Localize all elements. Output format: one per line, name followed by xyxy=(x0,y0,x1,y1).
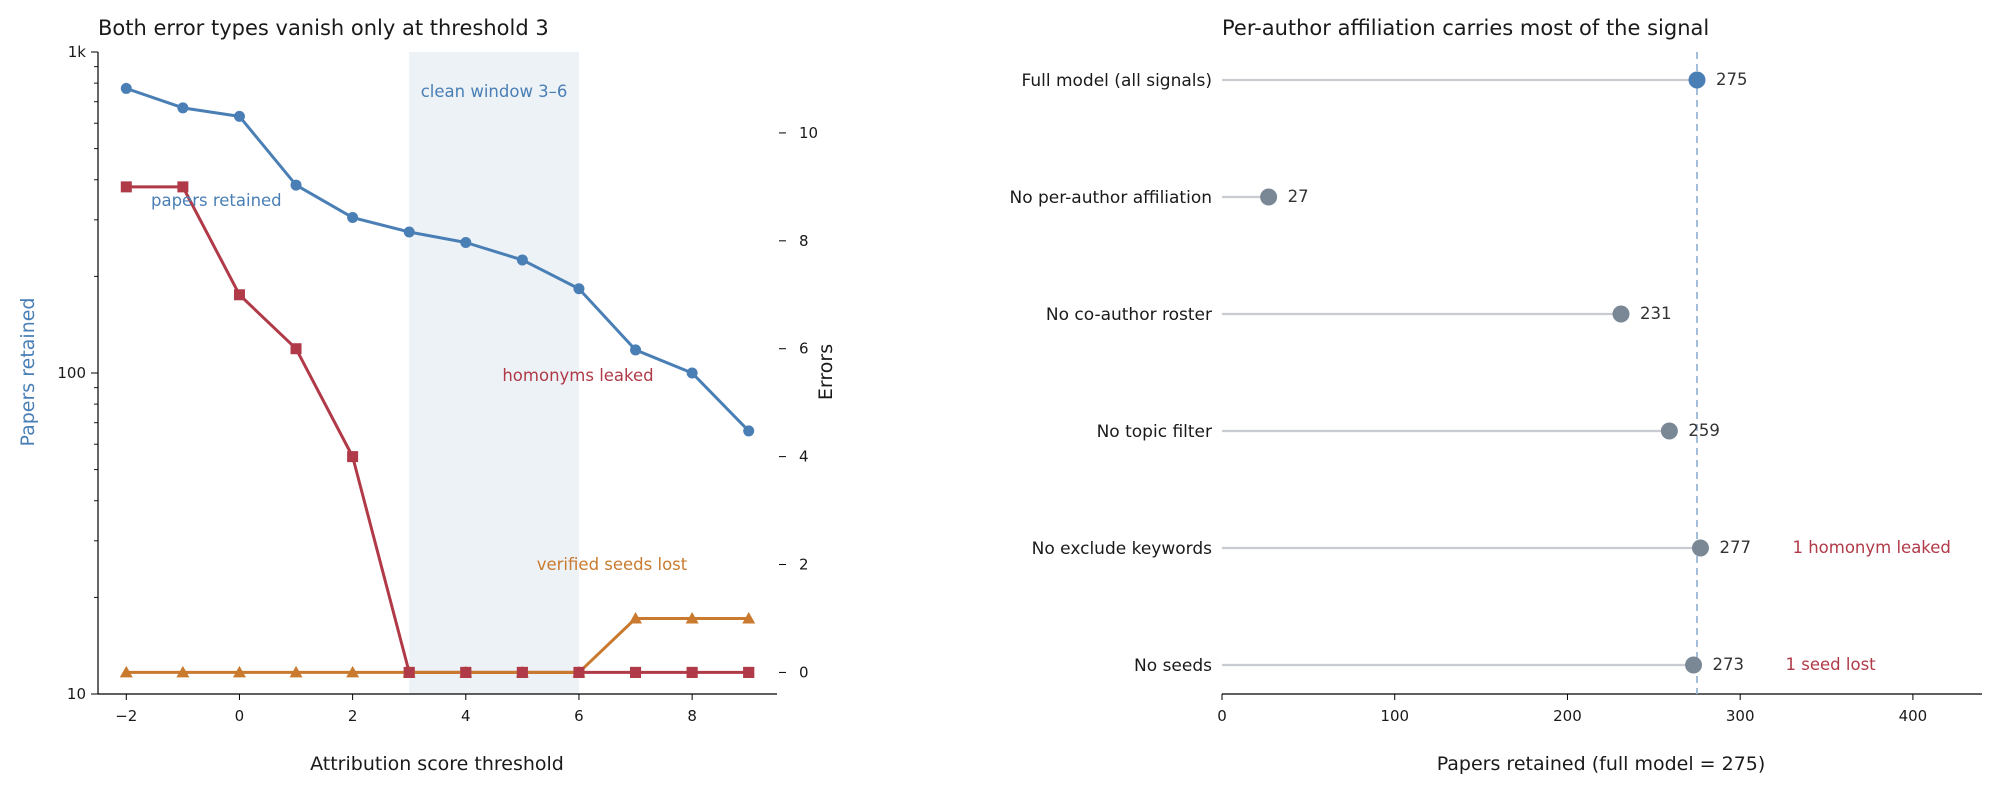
value-label: 275 xyxy=(1716,70,1748,89)
lollipop-point xyxy=(1691,539,1709,557)
y-tick-label: 100 xyxy=(57,364,86,382)
series-label-papers-retained: papers retained xyxy=(151,191,282,210)
point-papers-retained xyxy=(403,226,415,238)
x-tick-label: 0 xyxy=(1217,707,1227,725)
y2-tick-label: 10 xyxy=(799,124,818,142)
x-tick-label: 0 xyxy=(235,707,245,725)
point-papers-retained xyxy=(743,425,755,437)
value-label: 273 xyxy=(1713,655,1745,674)
point-papers-retained xyxy=(290,179,302,191)
left-chart-title: Both error types vanish only at threshol… xyxy=(98,16,549,40)
value-label: 231 xyxy=(1640,304,1672,323)
right-x-axis-label: Papers retained (full model = 275) xyxy=(1437,753,1766,775)
y-tick-label: 1k xyxy=(68,43,87,61)
right-y-axis-label: Errors xyxy=(815,344,837,400)
point-verified-seeds-lost xyxy=(119,665,133,678)
y2-tick-label: 2 xyxy=(799,556,809,574)
x-tick-label: 4 xyxy=(461,707,471,725)
left-chart-series xyxy=(119,82,756,678)
point-papers-retained xyxy=(233,110,245,122)
point-homonyms-leaked-overlay xyxy=(630,666,642,678)
point-verified-seeds-lost xyxy=(289,665,303,678)
lollipop-point xyxy=(1260,188,1278,206)
right-chart-axes: 0 100 200 300 400 xyxy=(1217,52,1982,725)
series-line-papers-retained xyxy=(125,87,750,432)
point-homonyms-leaked-overlay xyxy=(686,666,698,678)
value-label: 27 xyxy=(1288,187,1309,206)
category-label: No co-author roster xyxy=(1046,305,1212,325)
point-verified-seeds-lost xyxy=(685,611,699,624)
x-tick-label: 6 xyxy=(574,707,584,725)
row-annotation: 1 seed lost xyxy=(1786,655,1877,674)
series-label-verified-seeds-lost: verified seeds lost xyxy=(537,555,688,574)
point-verified-seeds-lost xyxy=(176,665,190,678)
point-verified-seeds-lost xyxy=(742,611,756,624)
lollipop-point xyxy=(1688,71,1706,89)
left-y-axis-label: Papers retained xyxy=(17,298,39,447)
point-verified-seeds-lost xyxy=(232,665,246,678)
row-annotation: 1 homonym leaked xyxy=(1792,538,1950,557)
x-tick-label: 300 xyxy=(1726,707,1755,725)
lollipop-point xyxy=(1612,305,1630,323)
left-chart-axes: −2 0 2 4 6 8 10 100 1k 0 2 4 6 8 10 xyxy=(57,43,818,725)
point-papers-retained xyxy=(120,82,132,94)
category-label: No per-author affiliation xyxy=(1009,188,1212,208)
lollipop-point xyxy=(1685,656,1703,674)
x-tick-label: 100 xyxy=(1380,707,1409,725)
category-label: No seeds xyxy=(1134,656,1212,676)
x-tick-label: −2 xyxy=(115,707,137,725)
point-papers-retained xyxy=(177,102,189,114)
y-tick-label: 10 xyxy=(67,685,86,703)
x-tick-label: 8 xyxy=(687,707,697,725)
point-homonyms-leaked-overlay xyxy=(573,666,585,678)
point-homonyms-leaked xyxy=(290,343,302,355)
point-homonyms-leaked-overlay xyxy=(743,666,755,678)
point-homonyms-leaked xyxy=(233,289,245,301)
y2-tick-label: 4 xyxy=(799,448,809,466)
point-papers-retained xyxy=(573,283,585,295)
point-homonyms-leaked xyxy=(177,181,189,193)
value-label: 277 xyxy=(1719,538,1751,557)
point-homonyms-leaked-overlay xyxy=(403,666,415,678)
right-chart: Per-author affiliation carries most of t… xyxy=(1009,16,1982,775)
point-verified-seeds-lost xyxy=(346,665,360,678)
y2-tick-label: 8 xyxy=(799,232,809,250)
left-chart: Both error types vanish only at threshol… xyxy=(17,16,837,775)
right-chart-marks: Full model (all signals) 275 No per-author… xyxy=(1009,70,1950,676)
y2-tick-label: 0 xyxy=(799,663,809,681)
clean-window-label: clean window 3–6 xyxy=(421,82,568,101)
point-homonyms-leaked-overlay xyxy=(516,666,528,678)
x-tick-label: 2 xyxy=(348,707,358,725)
point-papers-retained xyxy=(516,254,528,266)
clean-window-region xyxy=(409,52,579,694)
category-label: No topic filter xyxy=(1097,422,1212,442)
point-papers-retained xyxy=(686,367,698,379)
point-papers-retained xyxy=(347,212,359,224)
point-papers-retained xyxy=(460,237,472,249)
right-chart-title: Per-author affiliation carries most of t… xyxy=(1222,16,1709,40)
lollipop-point xyxy=(1660,422,1678,440)
point-homonyms-leaked-overlay xyxy=(460,666,472,678)
value-label: 259 xyxy=(1688,421,1720,440)
point-verified-seeds-lost xyxy=(629,611,643,624)
point-homonyms-leaked xyxy=(347,451,359,463)
series-label-homonyms-leaked: homonyms leaked xyxy=(502,366,653,385)
point-papers-retained xyxy=(630,344,642,356)
point-homonyms-leaked xyxy=(120,181,132,193)
x-tick-label: 400 xyxy=(1899,707,1928,725)
y2-tick-label: 6 xyxy=(799,340,809,358)
x-tick-label: 200 xyxy=(1553,707,1582,725)
left-x-axis-label: Attribution score threshold xyxy=(310,753,564,775)
category-label: Full model (all signals) xyxy=(1022,71,1213,91)
series-line-verified-seeds-lost xyxy=(126,616,749,674)
category-label: No exclude keywords xyxy=(1032,539,1212,559)
